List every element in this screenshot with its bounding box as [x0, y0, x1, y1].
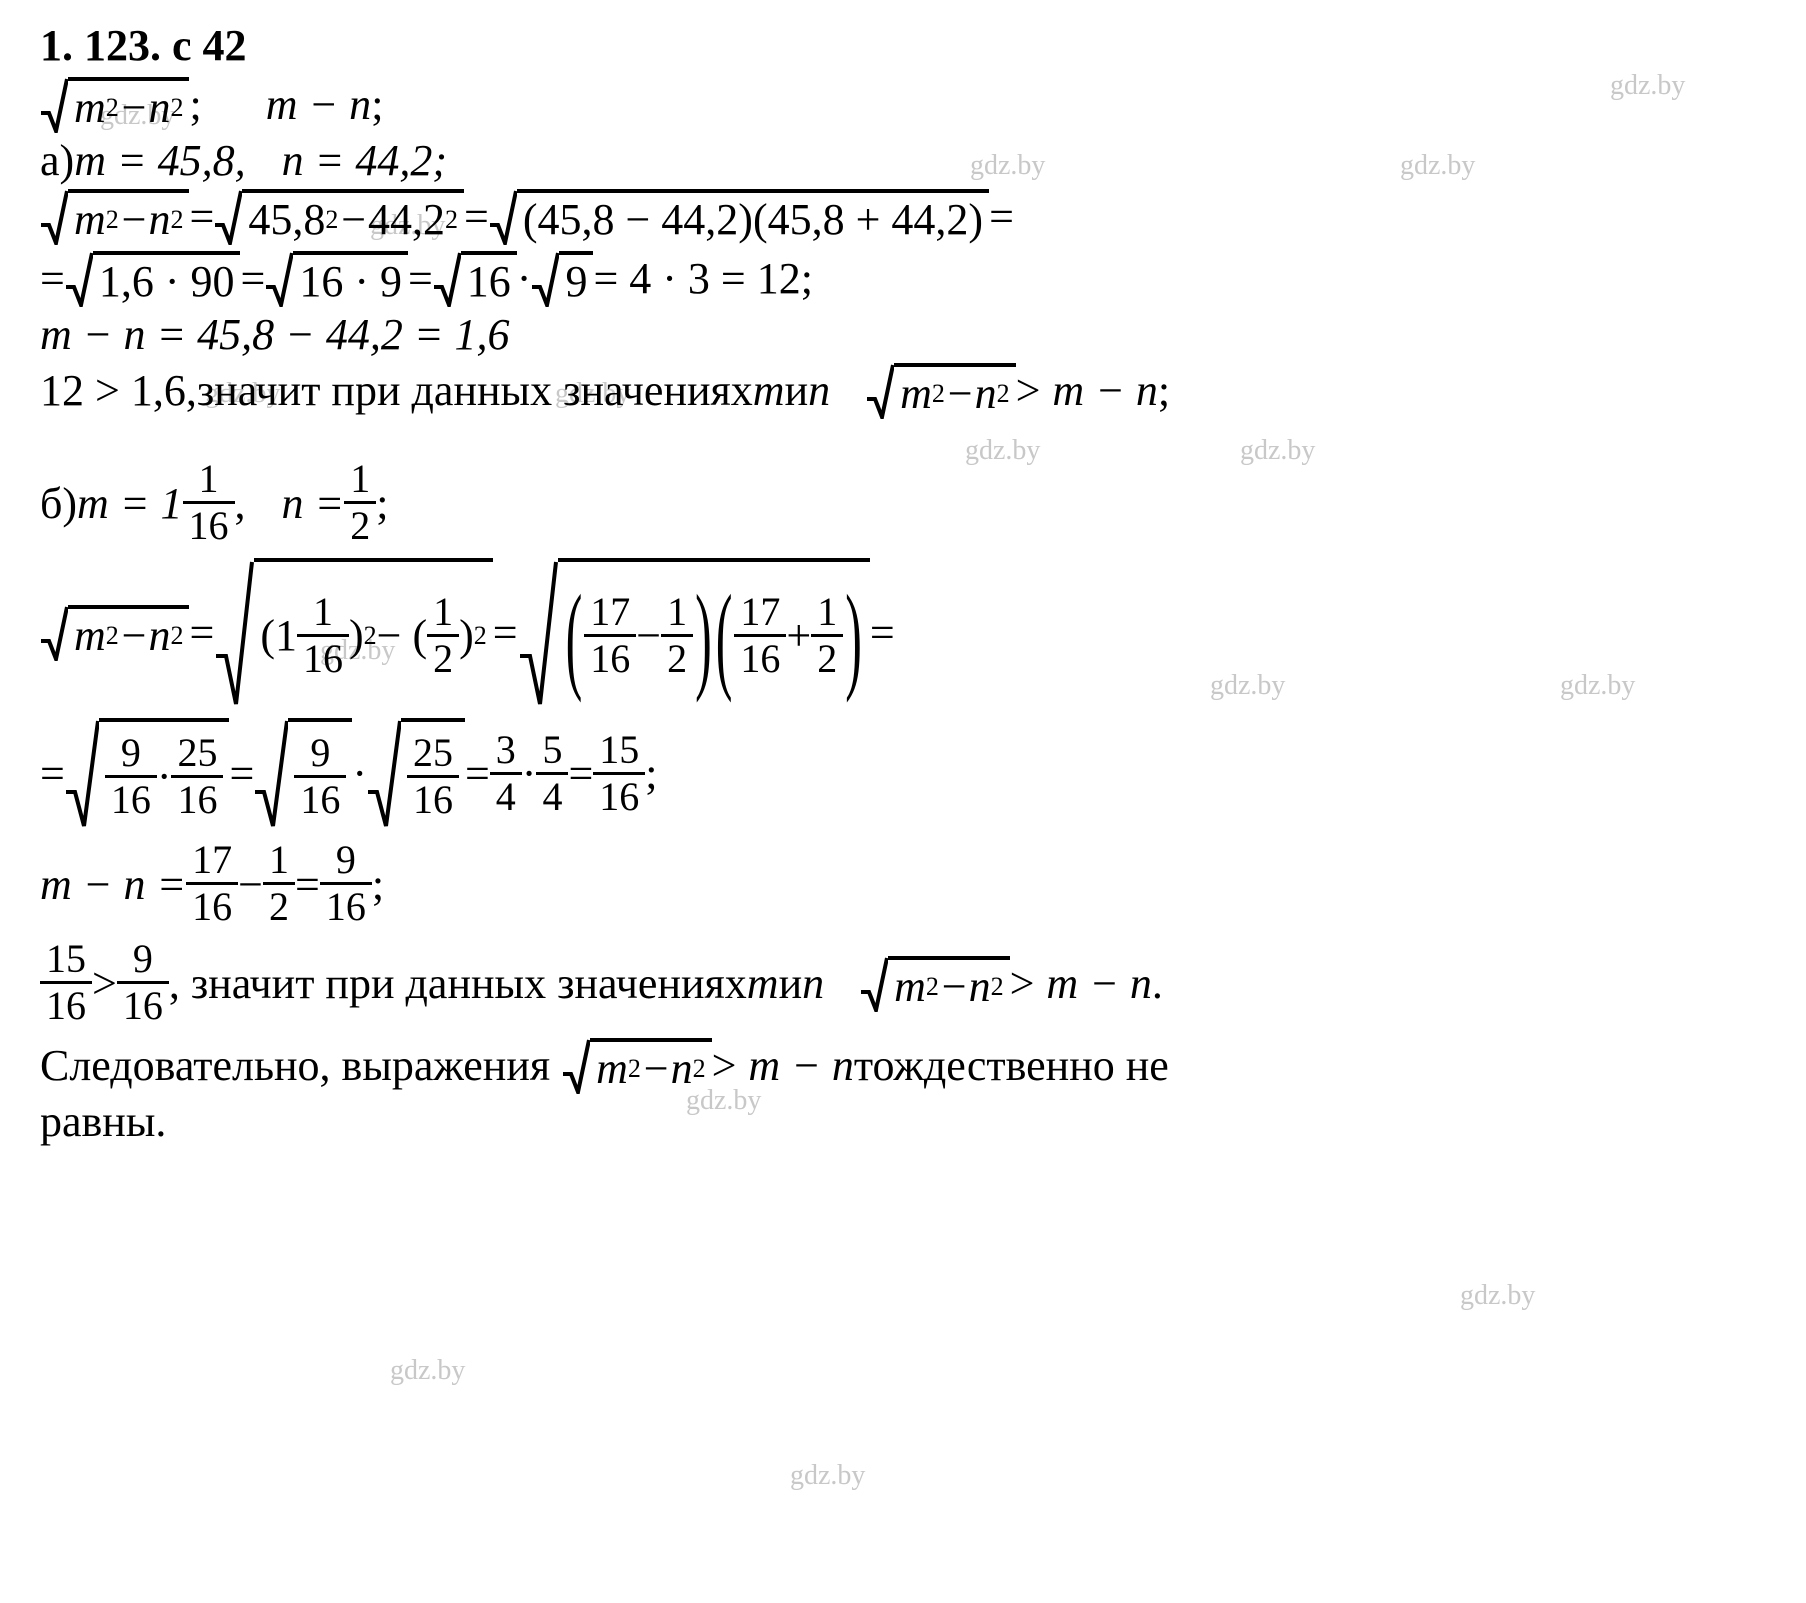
- line-b-step2: = 916 · 2516 = 916 · 2516 = 34 · 54 = 15…: [40, 718, 1766, 830]
- line-expr-defs: m2 − n2 ; m − n;: [40, 77, 1766, 133]
- line-b-step1: m2 − n2 = (1 116 )2 − ( 12 )2 = ( 1716 −…: [40, 558, 1766, 708]
- watermark: gdz.by: [790, 1460, 865, 1492]
- line-a-step2: = 1,6 · 90 = 16 · 9 = 16 · 9 = 4 · 3 = 1…: [40, 251, 1766, 307]
- line-b-given: б) m = 1 116 , n = 12 ;: [40, 459, 1766, 548]
- line-a-conclusion: 12 > 1,6, значит при данных значениях m …: [40, 363, 1766, 419]
- line-a-given: а) m = 45,8, n = 44,2;: [40, 139, 1766, 183]
- line-a-step3: m − n = 45,8 − 44,2 = 1,6: [40, 313, 1766, 357]
- watermark: gdz.by: [1460, 1280, 1535, 1312]
- line-final-2: равны.: [40, 1100, 1766, 1144]
- line-b-step3: m − n = 1716 − 12 = 916 ;: [40, 840, 1766, 929]
- line-a-step1: m2 − n2 = 45,82 − 44,22 = (45,8 − 44,2)(…: [40, 189, 1766, 245]
- line-b-conclusion: 1516 > 916 , значит при данных значениях…: [40, 939, 1766, 1028]
- watermark: gdz.by: [390, 1355, 465, 1387]
- problem-header: 1. 123. с 42: [40, 20, 1766, 71]
- line-final-1: Следовательно, выражения m2 − n2 > m − n…: [40, 1038, 1766, 1094]
